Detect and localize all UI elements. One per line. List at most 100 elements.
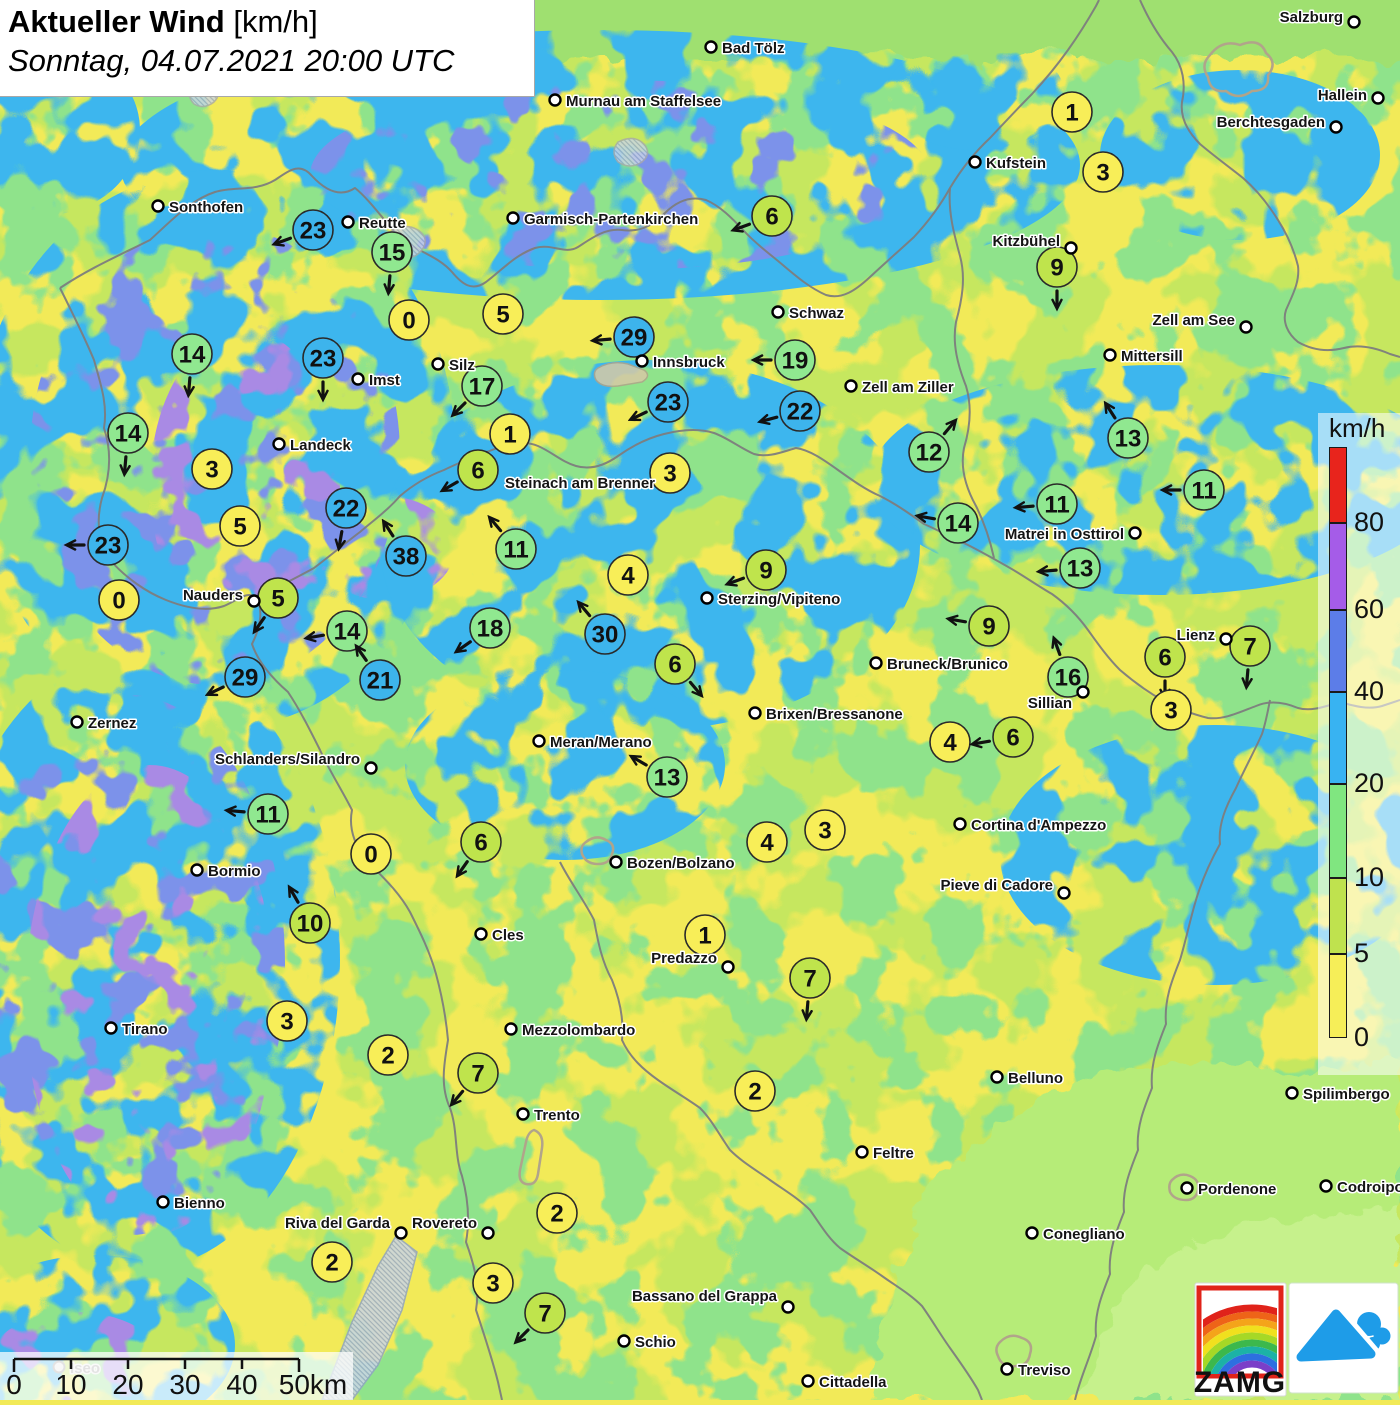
- wind-speed-value: 11: [1044, 492, 1069, 519]
- wind-station[interactable]: 3: [267, 1001, 307, 1041]
- wind-speed-value: 11: [503, 537, 528, 564]
- city-marker-group: Berchtesgaden: [1217, 114, 1342, 133]
- wind-speed-value: 2: [325, 1250, 338, 1277]
- wind-speed-value: 13: [1067, 556, 1094, 583]
- city-label: Hallein: [1318, 87, 1367, 104]
- wind-speed-value: 22: [787, 399, 814, 426]
- wind-station[interactable]: 3: [650, 453, 690, 493]
- wind-station[interactable]: 1: [685, 915, 725, 955]
- wind-speed-value: 6: [765, 204, 778, 231]
- wind-station[interactable]: 0: [389, 300, 429, 340]
- map-title: Aktueller Wind [km/h]: [8, 4, 526, 40]
- wind-station[interactable]: 2: [368, 1035, 408, 1075]
- wind-speed-value: 13: [1115, 426, 1142, 453]
- city-marker: [1182, 1183, 1193, 1194]
- legend-tick-label: 40: [1354, 678, 1384, 705]
- city-label: Berchtesgaden: [1217, 114, 1325, 131]
- wind-station[interactable]: 3: [805, 810, 845, 850]
- city-label: Riva del Garda: [285, 1215, 391, 1232]
- scale-tick-label: 0: [6, 1369, 22, 1400]
- city-label: Schwaz: [789, 305, 844, 322]
- wind-station[interactable]: 2: [537, 1193, 577, 1233]
- map-title-box: Aktueller Wind [km/h] Sonntag, 04.07.202…: [0, 0, 535, 97]
- city-marker-group: Steinach am Brenner: [505, 475, 655, 492]
- wind-speed-value: 10: [297, 911, 324, 938]
- city-marker-group: Zell am Ziller: [846, 379, 954, 396]
- city-marker: [1321, 1181, 1332, 1192]
- city-marker: [508, 213, 519, 224]
- wind-speed-value: 4: [943, 730, 957, 757]
- city-marker: [783, 1302, 794, 1313]
- wind-direction-arrow: [1019, 506, 1033, 507]
- city-marker: [1221, 634, 1232, 645]
- legend-tick-label: 0: [1354, 1024, 1369, 1051]
- city-marker: [857, 1147, 868, 1158]
- scale-tick-label: 40: [226, 1369, 257, 1400]
- wind-station[interactable]: 2: [312, 1242, 352, 1282]
- legend-tick-label: 60: [1354, 596, 1384, 623]
- city-label: Pordenone: [1198, 1181, 1276, 1198]
- wind-station[interactable]: 3: [473, 1263, 513, 1303]
- city-label: Bassano del Grappa: [632, 1288, 778, 1305]
- wind-speed-value: 1: [1065, 100, 1078, 127]
- wind-speed-value: 18: [477, 616, 504, 643]
- wind-speed-value: 30: [592, 622, 619, 649]
- city-label: Zell am See: [1152, 312, 1235, 329]
- legend-color-segment: [1329, 610, 1347, 692]
- city-marker: [1130, 528, 1141, 539]
- wind-speed-value: 5: [271, 586, 284, 613]
- city-label: Kufstein: [986, 155, 1046, 172]
- wind-station[interactable]: 2: [735, 1071, 775, 1111]
- wind-station[interactable]: 4: [747, 822, 787, 862]
- city-marker: [619, 1336, 630, 1347]
- wind-speed-value: 7: [803, 966, 816, 993]
- zamg-logo-text: ZAMG: [1194, 1366, 1286, 1399]
- city-marker: [1066, 243, 1077, 254]
- scale-tick-label: 50km: [279, 1369, 347, 1400]
- wind-speed-value: 5: [233, 514, 246, 541]
- wind-speed-value: 14: [179, 342, 206, 369]
- city-marker: [750, 708, 761, 719]
- wind-speed-value: 2: [748, 1079, 761, 1106]
- wind-speed-value: 14: [334, 619, 361, 646]
- city-marker-group: Bruneck/Brunico: [871, 656, 1008, 673]
- city-label: Steinach am Brenner: [505, 475, 655, 492]
- legend-color-segment: [1329, 954, 1347, 1038]
- wind-station[interactable]: 0: [99, 580, 139, 620]
- city-marker-group: Cortina d'Ampezzo: [955, 817, 1107, 834]
- city-marker: [249, 596, 260, 607]
- wind-speed-value: 1: [698, 923, 711, 950]
- city-marker: [773, 307, 784, 318]
- wind-speed-value: 7: [1243, 634, 1256, 661]
- wind-station[interactable]: 0: [351, 834, 391, 874]
- city-label: Spilimbergo: [1303, 1086, 1390, 1103]
- wind-speed-value: 12: [916, 440, 943, 467]
- wind-station[interactable]: 5: [220, 506, 260, 546]
- legend-color-segment: [1329, 784, 1347, 878]
- wind-speed-value: 23: [300, 218, 327, 245]
- wind-station[interactable]: 3: [192, 449, 232, 489]
- wind-station[interactable]: 3: [1151, 690, 1191, 730]
- city-marker: [72, 717, 83, 728]
- wind-station[interactable]: 3: [1083, 152, 1123, 192]
- wind-station[interactable]: 4: [608, 555, 648, 595]
- city-marker: [1331, 122, 1342, 133]
- wind-station[interactable]: 5: [483, 294, 523, 334]
- wind-speed-value: 3: [818, 818, 831, 845]
- wind-station[interactable]: 1: [490, 414, 530, 454]
- city-label: Landeck: [290, 437, 352, 454]
- city-marker: [396, 1228, 407, 1239]
- city-label: Reutte: [359, 215, 406, 232]
- wind-speed-value: 6: [1158, 645, 1171, 672]
- wind-speed-value: 2: [550, 1201, 563, 1228]
- wind-speed-value: 16: [1055, 665, 1082, 692]
- wind-speed-value: 0: [402, 308, 415, 335]
- city-label: Garmisch-Partenkirchen: [524, 211, 698, 228]
- wind-station[interactable]: 4: [930, 722, 970, 762]
- city-marker: [192, 865, 203, 876]
- wind-speed-value: 3: [663, 461, 676, 488]
- wind-station[interactable]: 1: [1052, 92, 1092, 132]
- city-label: Brixen/Bressanone: [766, 706, 903, 723]
